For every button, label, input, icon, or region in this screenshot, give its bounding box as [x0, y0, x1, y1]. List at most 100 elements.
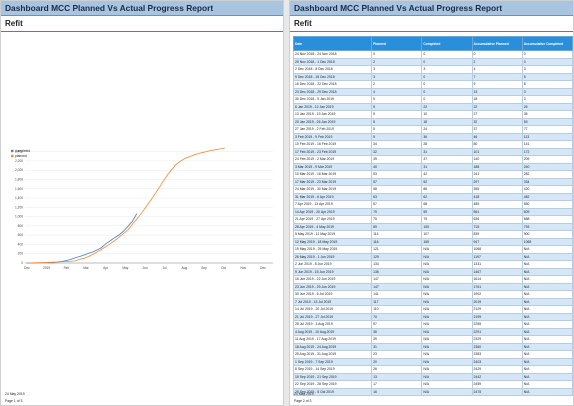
- table-cell: 21 Apr 2019 - 27 Apr 2019: [294, 216, 372, 224]
- table-cell: 3: [522, 66, 572, 74]
- table-cell: 13 Jan 2019 - 19 Jan 2019: [294, 111, 372, 119]
- table-cell: 4: [372, 88, 422, 96]
- table-row: 16 Dec 2018 - 22 Dec 2018 2 0 9 8: [294, 81, 573, 89]
- table-cell: 2: [472, 58, 522, 66]
- table-cell: 2 Dec 2018 - 8 Dec 2018: [294, 66, 372, 74]
- table-cell: 1614: [472, 276, 522, 284]
- table-cell: 0: [422, 73, 472, 81]
- table-row: 14 Jul 2019 - 20 Jul 2019 110 N/A 2129 N/A: [294, 306, 573, 314]
- table-cell: 609: [522, 208, 572, 216]
- planned-point: [49, 262, 50, 263]
- planned-point: [58, 262, 59, 263]
- table-cell: 14 Jul 2019 - 20 Jul 2019: [294, 306, 372, 314]
- table-cell: 3: [522, 88, 572, 96]
- table-cell: N/A: [522, 268, 572, 276]
- table-cell: N/A: [422, 328, 472, 336]
- table-cell: 68: [422, 201, 472, 209]
- table-cell: 23 Dec 2018 - 29 Dec 2018: [294, 88, 372, 96]
- completed-point: [88, 253, 89, 254]
- table-cell: 75: [372, 216, 422, 224]
- table-row: 10 Mar 2019 - 16 Mar 2019 53 42 241 282: [294, 171, 573, 179]
- table-cell: 8 Sep 2019 - 14 Sep 2019: [294, 366, 372, 374]
- table-cell: 0: [372, 51, 422, 59]
- table-row: 7 Jul 2019 - 13 Jul 2019 117 N/A 2019 N/A: [294, 298, 573, 306]
- table-cell: 4 Aug 2019 - 10 Aug 2019: [294, 328, 372, 336]
- table-cell: 10: [422, 111, 472, 119]
- planned-point: [216, 149, 217, 150]
- y-tick-label: 0: [21, 261, 23, 265]
- table-cell: 3: [422, 66, 472, 74]
- table-cell: 2199: [472, 313, 522, 321]
- table-cell: 133: [372, 261, 422, 269]
- planned-point: [159, 188, 160, 189]
- planned-point: [132, 224, 133, 225]
- table-cell: 12 May 2019 - 18 May 2019: [294, 238, 372, 246]
- table-cell: 355: [472, 186, 522, 194]
- table-row: 24 Nov 2018 - 24 Nov 2018 0 0 0 0: [294, 51, 573, 59]
- table-cell: N/A: [422, 313, 472, 321]
- table-row: 30 Dec 2018 - 5 Jan 2019 5 0 18 3: [294, 96, 573, 104]
- table-cell: 53: [522, 118, 572, 126]
- planned-point: [150, 201, 151, 202]
- table-cell: 31 Mar 2019 - 6 Apr 2019: [294, 193, 372, 201]
- progress-table: Date Planned Completed Accumulative Planned…: [293, 36, 573, 396]
- planned-point: [189, 156, 190, 157]
- table-cell: 20: [372, 358, 422, 366]
- planned-point: [185, 158, 186, 159]
- table-cell: 17 Mar 2019 - 23 Mar 2019: [294, 178, 372, 186]
- completed-point: [115, 237, 116, 238]
- table-row: 24 Feb 2019 - 2 Mar 2019 39 37 140 209: [294, 156, 573, 164]
- planned-point: [71, 261, 72, 262]
- y-tick-label: 800: [18, 224, 24, 228]
- table-cell: 900: [522, 231, 572, 239]
- planned-point: [207, 151, 208, 152]
- progress-line-chart: 0 200 400 600 800 1,000 1,200 1,400 1,600 1,800 2,…: [5, 139, 281, 277]
- planned-point: [163, 181, 164, 182]
- table-cell: 62: [422, 193, 472, 201]
- table-cell: 1902: [472, 291, 522, 299]
- table-cell: 9: [472, 81, 522, 89]
- table-row: 19 May 2019 - 25 May 2019 121 N/A 1068 N/A: [294, 246, 573, 254]
- planned-point: [31, 263, 32, 264]
- report-subtitle: Refit: [1, 16, 283, 32]
- table-cell: 23 Jun 2019 - 29 Jun 2019: [294, 283, 372, 291]
- completed-point: [75, 258, 76, 259]
- table-row: 30 Jun 2019 - 6 Jul 2019 141 N/A 1902 N/A: [294, 291, 573, 299]
- table-row: 26 May 2019 - 1 Jun 2019 129 N/A 1197 N/A: [294, 253, 573, 261]
- x-tick-label: 2019: [43, 266, 50, 270]
- table-cell: N/A: [422, 321, 472, 329]
- table-cell: N/A: [522, 366, 572, 374]
- table-cell: 0: [522, 51, 572, 59]
- planned-point: [88, 256, 89, 257]
- planned-point: [123, 233, 124, 234]
- table-cell: 18: [422, 118, 472, 126]
- table-cell: N/A: [522, 276, 572, 284]
- table-cell: 688: [522, 216, 572, 224]
- table-cell: 5 May 2019 - 11 May 2019: [294, 231, 372, 239]
- table-cell: 2: [372, 58, 422, 66]
- table-cell: 52: [422, 178, 472, 186]
- completed-point: [79, 256, 80, 257]
- table-row: 9 Jun 2019 - 15 Jun 2019 136 N/A 1467 N/A: [294, 268, 573, 276]
- planned-point: [79, 259, 80, 260]
- table-header-row: Date Planned Completed Accumulative Planned…: [294, 37, 573, 51]
- table-cell: 14 Apr 2019 - 20 Apr 2019: [294, 208, 372, 216]
- table-cell: 1467: [472, 268, 522, 276]
- table-cell: 3: [372, 66, 422, 74]
- table-row: 2 Dec 2018 - 8 Dec 2018 3 3 4 3: [294, 66, 573, 74]
- table-cell: 947: [472, 238, 522, 246]
- planned-point: [62, 261, 63, 262]
- table-row: 12 May 2019 - 18 May 2019 116 165 947 1065: [294, 238, 573, 246]
- x-tick-label: Apr: [103, 266, 109, 270]
- table-cell: 67: [372, 201, 422, 209]
- table-cell: N/A: [522, 298, 572, 306]
- table-row: 9 Dec 2018 - 15 Dec 2018 3 0 7 5: [294, 73, 573, 81]
- table-cell: 1761: [472, 283, 522, 291]
- completed-point: [123, 231, 124, 232]
- table-cell: 9 Dec 2018 - 15 Dec 2018: [294, 73, 372, 81]
- table-cell: 16 Dec 2018 - 22 Dec 2018: [294, 81, 372, 89]
- table-row: 4 Aug 2019 - 10 Aug 2019 36 N/A 2291 N/A: [294, 328, 573, 336]
- table-cell: 636: [472, 216, 522, 224]
- table-cell: 107: [422, 231, 472, 239]
- table-row: 3 Feb 2019 - 9 Feb 2019 9 36 46 113: [294, 133, 573, 141]
